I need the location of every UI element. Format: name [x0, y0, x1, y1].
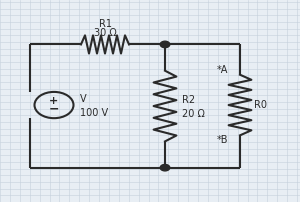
Circle shape: [160, 164, 170, 171]
Text: *B: *B: [217, 135, 228, 145]
Text: R1: R1: [98, 19, 112, 29]
Text: 100 V: 100 V: [80, 108, 108, 118]
Text: +: +: [50, 96, 58, 106]
Text: R0: R0: [254, 100, 266, 110]
Text: R2: R2: [182, 95, 195, 105]
Text: 30 Ω: 30 Ω: [94, 28, 116, 38]
Text: *A: *A: [217, 65, 228, 75]
Circle shape: [160, 41, 170, 48]
Text: V: V: [80, 94, 86, 104]
Text: −: −: [49, 103, 59, 116]
Text: 20 Ω: 20 Ω: [182, 109, 204, 119]
